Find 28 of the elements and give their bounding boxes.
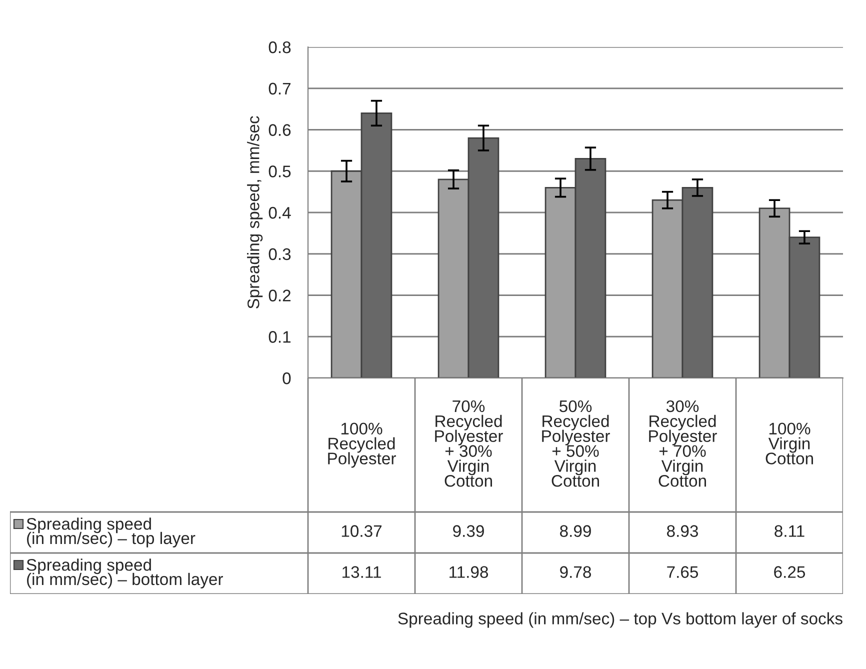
y-tick-label: 0.2 bbox=[268, 290, 290, 302]
text: 9.78 bbox=[560, 566, 591, 578]
y-tick-label: 0.5 bbox=[268, 166, 291, 178]
text: 8.11 bbox=[774, 525, 804, 537]
y-tick-label: 0.7 bbox=[268, 82, 290, 95]
text: 9.39 bbox=[453, 525, 484, 537]
x-tick-label: 100% Virgin Cotton bbox=[766, 422, 813, 464]
y-tick-label: 0.4 bbox=[268, 206, 291, 219]
text: 6.25 bbox=[774, 566, 806, 578]
x-tick-label: 30% Recycled Polyester + 70% Virgin Cotton bbox=[649, 400, 717, 487]
text: 10.37 bbox=[342, 525, 382, 537]
y-axis-title: Spreading speed, mm/sec bbox=[247, 116, 263, 309]
legend-label: Spreading speed (in mm/sec) – bottom layer bbox=[26, 558, 223, 588]
legend-label: Spreading speed (in mm/sec) – top layer bbox=[26, 518, 196, 548]
text: 8.99 bbox=[560, 525, 591, 537]
y-tick-label: 0 bbox=[282, 372, 291, 384]
text: 13.11 bbox=[342, 566, 381, 578]
text: 11.98 bbox=[450, 566, 488, 578]
y-tick-label: 0.6 bbox=[268, 124, 291, 136]
y-tick-label: 0.8 bbox=[268, 41, 291, 54]
text: 8.93 bbox=[667, 525, 698, 537]
y-tick-label: 0.3 bbox=[268, 248, 291, 260]
text: Spreading speed (in mm/sec) – top Vs bottom layer of socks bbox=[398, 612, 842, 628]
x-tick-label: 100% Recycled Polyester bbox=[328, 422, 396, 468]
x-tick-label: 50% Recycled Polyester + 50% Virgin Cotton bbox=[542, 400, 610, 487]
y-tick-label: 0.1 bbox=[268, 331, 291, 343]
text: 7.65 bbox=[667, 566, 698, 578]
x-tick-label: 70% Recycled Polyester + 30% Virgin Cotton bbox=[435, 400, 503, 487]
